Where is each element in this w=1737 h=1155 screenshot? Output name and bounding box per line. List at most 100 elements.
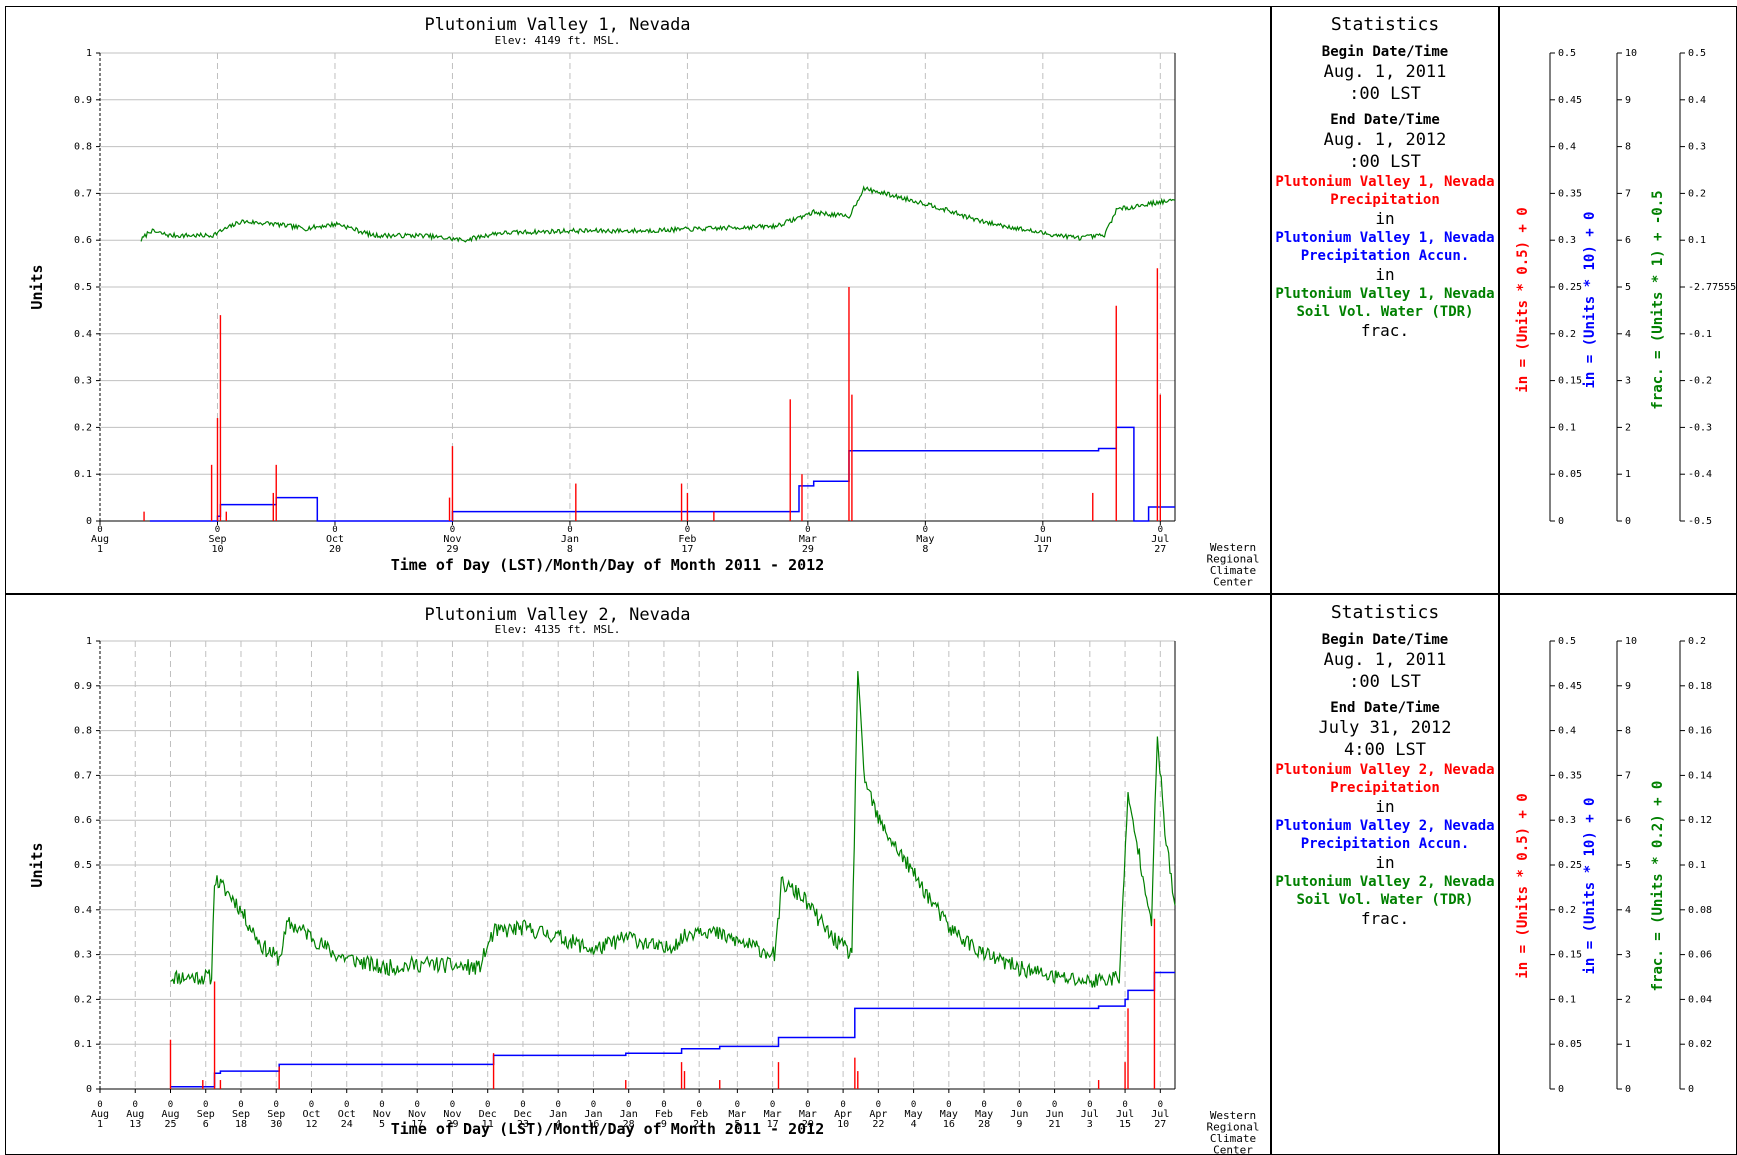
chart-title: Plutonium Valley 2, Nevada <box>424 605 690 625</box>
x-tick-day: 8 <box>567 544 573 555</box>
x-tick-hour: 0 <box>309 1100 314 1110</box>
x-tick-month: May <box>940 1109 958 1120</box>
unit-axis-tick-label: 0.5 <box>1688 48 1706 59</box>
x-tick-day: 9 <box>1016 1119 1022 1130</box>
credit-line: Western <box>1210 1109 1256 1122</box>
statistics-title: Statistics <box>1330 602 1440 623</box>
unit-axis-tick-label: 0.3 <box>1558 235 1576 246</box>
x-tick-day: 16 <box>587 1119 599 1130</box>
x-tick-day: 28 <box>978 1119 990 1130</box>
unit-axis-tick-label: 0 <box>1688 1084 1694 1095</box>
x-tick-hour: 0 <box>215 525 220 535</box>
x-tick-day: 17 <box>767 1119 779 1130</box>
x-tick-hour: 0 <box>203 1100 208 1110</box>
y-tick-label: 1 <box>86 636 92 647</box>
series-precip-accum <box>170 971 1175 1088</box>
legend-precip-line2: Precipitation <box>1330 780 1440 796</box>
unit-axis-tick-label: 0 <box>1625 1084 1631 1095</box>
x-tick-hour: 0 <box>450 525 455 535</box>
unit-axis-tick-label: 10 <box>1625 636 1637 647</box>
x-tick-day: 9 <box>661 1119 667 1130</box>
unit-axis-tick-label: -0.2 <box>1688 376 1712 387</box>
unit-axis-tick-label: 0.45 <box>1558 681 1582 692</box>
unit-axis-tick-label: 0.4 <box>1558 142 1576 153</box>
x-tick-hour: 0 <box>344 1100 349 1110</box>
legend-soil-line2: Soil Vol. Water (TDR) <box>1296 304 1474 320</box>
unit-axis-tick-label: 0.08 <box>1688 905 1712 916</box>
unit-axis-label: in = (Units * 10) + 0 <box>1582 211 1598 388</box>
statistics-title: Statistics <box>1330 14 1440 35</box>
unit-axis-label: in = (Units * 0.5) + 0 <box>1515 793 1531 978</box>
x-tick-day: 28 <box>623 1119 635 1130</box>
unit-axis-tick-label: 0.14 <box>1688 770 1712 781</box>
unit-axis-tick-label: 0.04 <box>1688 994 1712 1005</box>
x-tick-month: Dec <box>479 1109 497 1120</box>
y-tick-label: 0.2 <box>74 994 92 1005</box>
x-tick-day: 25 <box>164 1119 176 1130</box>
x-tick-month: Aug <box>91 534 109 545</box>
x-tick-month: Oct <box>338 1109 356 1120</box>
unit-axes-2: 00.050.10.150.20.250.30.350.40.450.5in =… <box>1515 636 1712 1095</box>
unit-axis-tick-label: 0 <box>1625 516 1631 527</box>
x-tick-hour: 0 <box>1052 1100 1057 1110</box>
unit-axis-tick-label: 5 <box>1625 860 1631 871</box>
legend-precip-line1: Plutonium Valley 2, Nevada <box>1275 762 1495 778</box>
legend-precip-unit: in <box>1375 209 1395 228</box>
x-tick-day: 30 <box>270 1119 282 1130</box>
x-tick-month: Jan <box>549 1109 567 1120</box>
legend-precip-unit: in <box>1375 797 1395 816</box>
x-tick-month: Nov <box>408 1109 426 1120</box>
x-tick-month: Nov <box>443 1109 461 1120</box>
x-tick-month: Oct <box>326 534 344 545</box>
credit-line: Climate <box>1210 564 1256 577</box>
unit-axis-tick-label: 0 <box>1558 1084 1564 1095</box>
unit-axis-tick-label: -0.3 <box>1688 422 1712 433</box>
x-tick-hour: 0 <box>1040 525 1045 535</box>
x-tick-hour: 0 <box>770 1100 775 1110</box>
x-tick-month: Mar <box>799 534 817 545</box>
unit-axis-tick-label: 9 <box>1625 681 1631 692</box>
unit-axis-tick-label: 0.4 <box>1558 726 1576 737</box>
x-tick-day: 27 <box>1154 544 1166 555</box>
unit-axis-tick-label: 0.2 <box>1558 905 1576 916</box>
credit-line: Center <box>1213 1144 1253 1155</box>
chart-frame-1 <box>5 6 1271 594</box>
credit-line: Regional <box>1207 1121 1260 1134</box>
x-tick-hour: 0 <box>274 1100 279 1110</box>
x-tick-hour: 0 <box>238 1100 243 1110</box>
unit-axis-tick-label: -0.1 <box>1688 329 1712 340</box>
end-date: July 31, 2012 <box>1318 718 1452 738</box>
statistics-panel-1: Statistics Begin Date/Time Aug. 1, 2011 … <box>1262 14 1508 341</box>
x-tick-hour: 0 <box>626 1100 631 1110</box>
x-tick-month: Jul <box>1151 534 1169 545</box>
x-tick-hour: 0 <box>567 525 572 535</box>
series-soil-water <box>140 185 1176 243</box>
unit-axis-tick-label: 0.5 <box>1558 48 1576 59</box>
unit-axis-tick-label: 0.15 <box>1558 950 1582 961</box>
x-tick-day: 10 <box>211 544 223 555</box>
begin-label: Begin Date/Time <box>1321 632 1449 648</box>
credit-line: Center <box>1213 576 1253 589</box>
begin-date: Aug. 1, 2011 <box>1323 650 1447 670</box>
unit-axis-tick-label: 4 <box>1625 905 1631 916</box>
x-tick-hour: 0 <box>1017 1100 1022 1110</box>
x-tick-hour: 0 <box>379 1100 384 1110</box>
legend-accum-line1: Plutonium Valley 2, Nevada <box>1275 818 1495 834</box>
x-tick-hour: 0 <box>332 525 337 535</box>
unit-axis-tick-label: -0.4 <box>1688 469 1712 480</box>
x-axis-label: Time of Day (LST)/Month/Day of Month 201… <box>391 556 824 574</box>
x-tick-month: Oct <box>302 1109 320 1120</box>
y-tick-label: 0.5 <box>74 860 92 871</box>
unit-axis-label: frac. = (Units * 0.2) + 0 <box>1650 781 1666 992</box>
unit-axis-tick-label: 1 <box>1625 1039 1631 1050</box>
x-tick-hour: 0 <box>97 1100 102 1110</box>
x-tick-month: Sep <box>267 1109 285 1120</box>
credit-line: Regional <box>1207 553 1260 566</box>
x-tick-hour: 0 <box>840 1100 845 1110</box>
begin-date: Aug. 1, 2011 <box>1323 62 1447 82</box>
unit-axis-tick-label: 0.45 <box>1558 95 1582 106</box>
y-tick-label: 0.9 <box>74 95 92 106</box>
x-tick-hour: 0 <box>923 525 928 535</box>
x-tick-day: 1 <box>97 544 103 555</box>
